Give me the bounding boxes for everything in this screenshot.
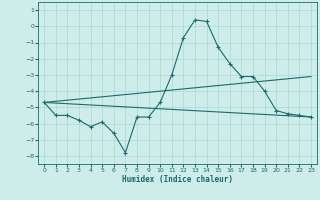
- X-axis label: Humidex (Indice chaleur): Humidex (Indice chaleur): [122, 175, 233, 184]
